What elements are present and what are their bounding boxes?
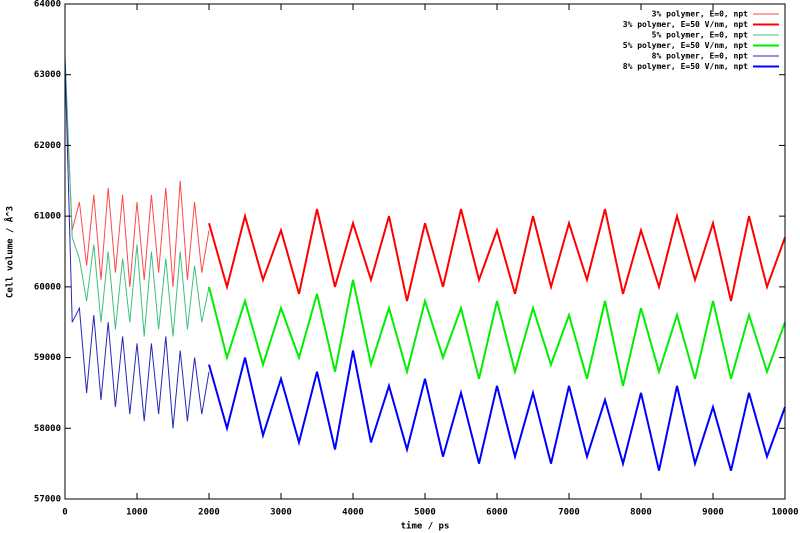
x-axis-label: time / ps <box>401 521 450 532</box>
x-tick-label: 7000 <box>558 508 580 518</box>
plot-frame <box>64 3 786 500</box>
x-tick-label: 5000 <box>414 508 436 518</box>
series-line <box>64 74 210 287</box>
y-tick-label: 62000 <box>34 141 61 151</box>
legend-label: 3% polymer, E=50 V/nm, npt <box>623 20 748 29</box>
series-line <box>208 208 786 302</box>
y-tick-label: 59000 <box>34 353 61 363</box>
legend-label: 5% polymer, E=50 V/nm, npt <box>623 41 748 50</box>
x-tick-label: 8000 <box>630 508 652 518</box>
x-tick-label: 0 <box>62 508 67 518</box>
x-tick-label: 4000 <box>342 508 364 518</box>
series-line <box>64 53 210 337</box>
legend-label: 5% polymer, E=0, npt <box>652 31 749 40</box>
legend-label: 8% polymer, E=0, npt <box>652 52 749 61</box>
series-line <box>208 279 786 387</box>
series-line <box>208 350 786 471</box>
y-tick-label: 63000 <box>34 70 61 80</box>
y-tick-label: 60000 <box>34 282 61 292</box>
x-tick-label: 1000 <box>126 508 148 518</box>
series-line <box>64 60 210 429</box>
y-tick-label: 57000 <box>34 495 61 505</box>
x-tick-label: 2000 <box>198 508 220 518</box>
legend-label: 8% polymer, E=50 V/nm, npt <box>623 62 748 71</box>
y-tick-label: 58000 <box>34 424 61 434</box>
x-tick-label: 9000 <box>702 508 724 518</box>
x-tick-label: 6000 <box>486 508 508 518</box>
y-tick-label: 64000 <box>34 0 61 10</box>
y-tick-label: 61000 <box>34 212 61 222</box>
y-axis-label: Cell volume / Å^3 <box>5 206 16 298</box>
x-tick-label: 3000 <box>270 508 292 518</box>
legend-label: 3% polymer, E=0, npt <box>652 10 749 19</box>
x-tick-label: 10000 <box>771 508 798 518</box>
